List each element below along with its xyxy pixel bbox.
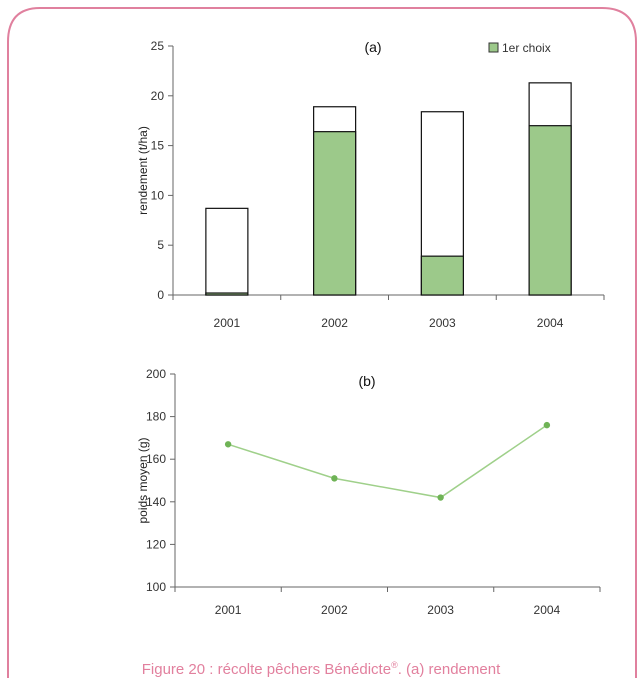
data-point xyxy=(331,475,338,482)
chart-b: 100 120 140 160 180 200 2001 2002 2003 2004 poids … xyxy=(136,367,601,617)
series-line xyxy=(227,424,548,499)
figure-caption: Figure 20 : récolte pêchers Bénédicte®. … xyxy=(0,656,642,679)
legend-label: 1er choix xyxy=(502,41,551,55)
panel-label-a: (a) xyxy=(364,39,381,55)
y-tick-label: 200 xyxy=(146,367,166,381)
data-point xyxy=(437,494,444,501)
y-tick-label: 25 xyxy=(151,39,165,53)
bar-1er-choix xyxy=(205,292,249,296)
caption-line1: Figure 20 : récolte pêchers Bénédicte xyxy=(141,661,392,678)
bar-total xyxy=(205,207,249,296)
chart-a: 0 5 10 15 20 25 2001 2002 2003 2004 rendement (t/h… xyxy=(136,39,605,330)
y-tick-label: 120 xyxy=(146,537,166,551)
x-tick-label: 2001 xyxy=(214,316,241,330)
y-tick-label: 160 xyxy=(146,452,166,466)
bar-1er-choix xyxy=(420,255,464,296)
data-point xyxy=(224,441,232,448)
x-tick-label: 2003 xyxy=(427,603,454,617)
y-axis-label: poids moyen (g) xyxy=(136,437,150,523)
x-tick-label: 2002 xyxy=(321,603,348,617)
y-tick-label: 100 xyxy=(146,580,166,594)
x-tick-label: 2004 xyxy=(534,603,561,617)
x-tick-label: 2001 xyxy=(215,603,242,617)
caption-registered-mark: ® xyxy=(391,660,398,670)
caption-line1-end: . (a) rendement xyxy=(397,661,501,678)
y-tick-label: 180 xyxy=(146,410,166,424)
y-tick-label: 5 xyxy=(157,238,164,252)
x-tick-label: 2002 xyxy=(321,316,348,330)
bar-1er-choix xyxy=(528,125,572,296)
panel-label-b: (b) xyxy=(358,373,375,389)
bar-1er-choix xyxy=(313,131,357,296)
y-tick-label: 140 xyxy=(146,495,166,509)
y-tick-label: 20 xyxy=(151,89,165,103)
data-point xyxy=(543,421,551,429)
x-tick-label: 2003 xyxy=(429,316,456,330)
rounded-border xyxy=(7,7,637,678)
y-axis-label: rendement (t/ha) xyxy=(136,126,150,215)
y-tick-label: 15 xyxy=(151,139,165,153)
legend-swatch xyxy=(488,42,499,53)
y-tick-label: 0 xyxy=(157,288,164,302)
x-tick-label: 2004 xyxy=(537,316,564,330)
y-tick-label: 10 xyxy=(151,188,165,202)
